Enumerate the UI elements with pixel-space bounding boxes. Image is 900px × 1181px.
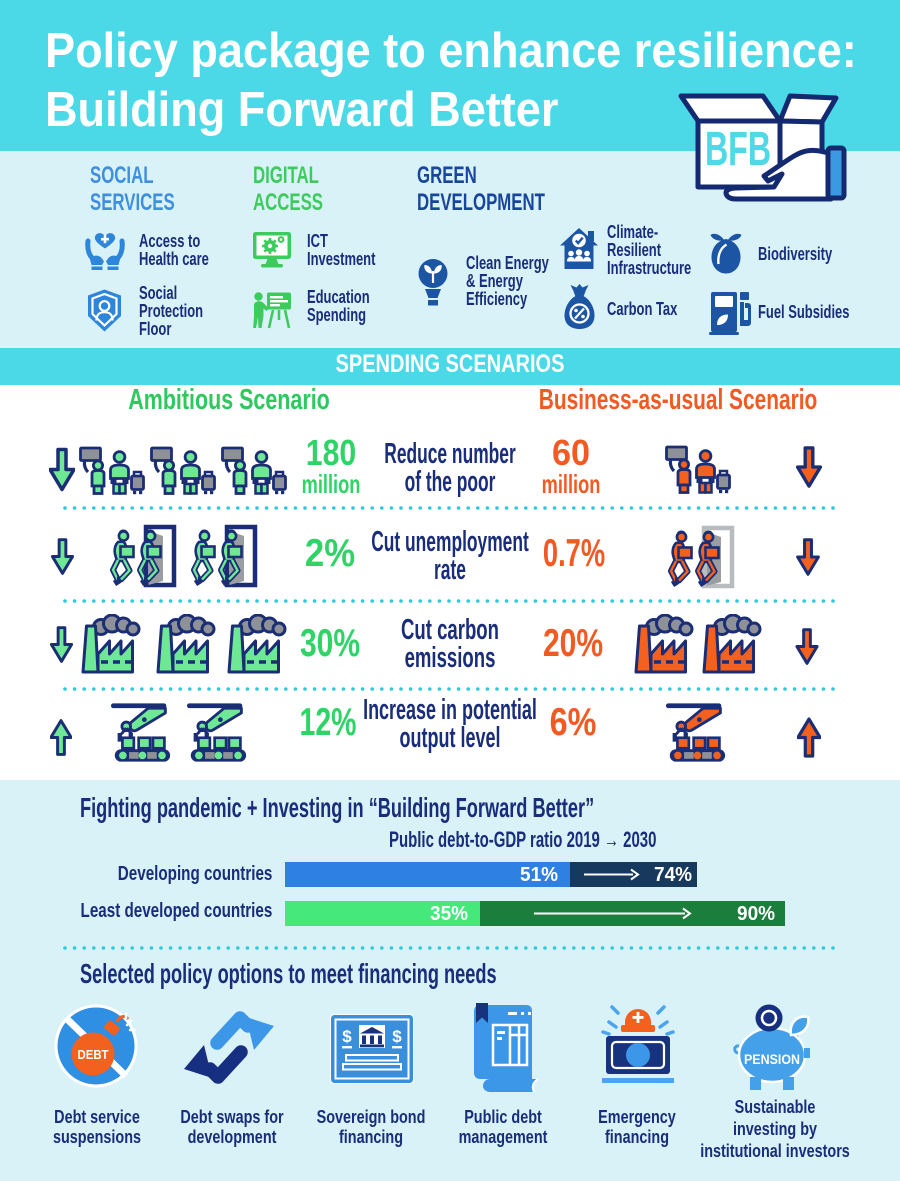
svg-text:DEBT: DEBT	[78, 1048, 109, 1062]
svg-text:PENSION: PENSION	[744, 1052, 800, 1067]
svg-text:$: $	[342, 1027, 352, 1046]
svg-text:$: $	[392, 1027, 402, 1046]
